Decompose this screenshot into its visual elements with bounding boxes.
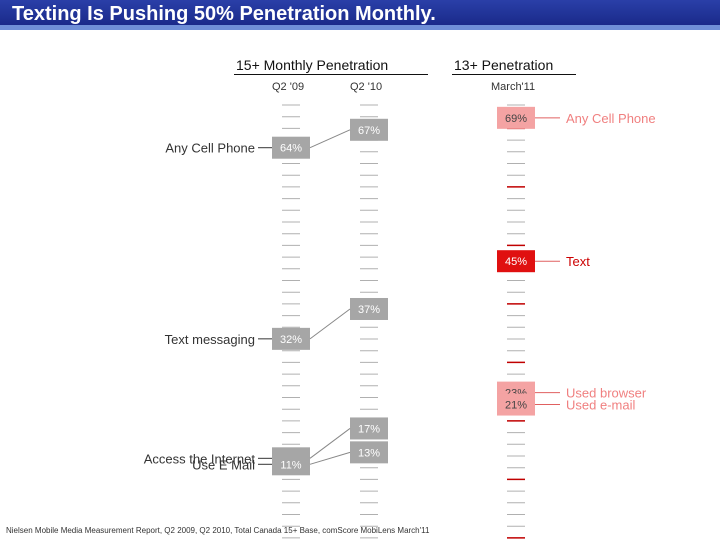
column-header-q2-10: Q2 '10 [350, 81, 383, 93]
value-box [350, 297, 388, 320]
value-label: 45% [505, 256, 527, 268]
header-right-underline [452, 74, 576, 75]
value-box [350, 417, 388, 440]
value-box [497, 393, 535, 416]
series-label: Used e-mail [566, 398, 635, 413]
value-box [350, 441, 388, 464]
series-label: Access the Internet [144, 451, 256, 466]
series-label: Any Cell Phone [566, 111, 656, 126]
trend-connector [309, 129, 351, 149]
value-label: 32% [280, 334, 302, 346]
value-box [272, 327, 310, 350]
trend-connector [309, 308, 351, 340]
header-monthly-penetration: 15+ Monthly Penetration [236, 57, 389, 73]
value-label: 67% [358, 125, 380, 137]
trend-connector [309, 451, 351, 465]
value-label: 13% [358, 447, 380, 459]
footnote: Nielsen Mobile Media Measurement Report,… [6, 526, 430, 535]
value-box [497, 106, 535, 129]
series-label: Any Cell Phone [165, 141, 255, 156]
title-bar: Texting Is Pushing 50% Penetration Month… [0, 0, 720, 30]
value-label: 37% [358, 304, 380, 316]
series-label: Text messaging [165, 332, 255, 347]
header-13-penetration: 13+ Penetration [454, 57, 554, 73]
series-label: Use E Mail [192, 457, 255, 472]
value-box [272, 453, 310, 476]
value-label: 21% [505, 400, 527, 412]
value-box [497, 250, 535, 273]
header-left-underline [234, 74, 428, 75]
column-header-march-11: March'11 [491, 81, 536, 93]
series-label: Used browser [566, 386, 647, 401]
value-label: 69% [505, 113, 527, 125]
series-label: Text [566, 254, 590, 269]
value-box [350, 118, 388, 141]
value-box [272, 136, 310, 159]
value-label: 17% [358, 423, 380, 435]
trend-connector [309, 428, 351, 459]
value-label: 64% [280, 143, 302, 155]
page-title: Texting Is Pushing 50% Penetration Month… [12, 3, 436, 25]
value-label: 11% [280, 459, 301, 471]
column-header-q2-09: Q2 '09 [272, 81, 305, 93]
